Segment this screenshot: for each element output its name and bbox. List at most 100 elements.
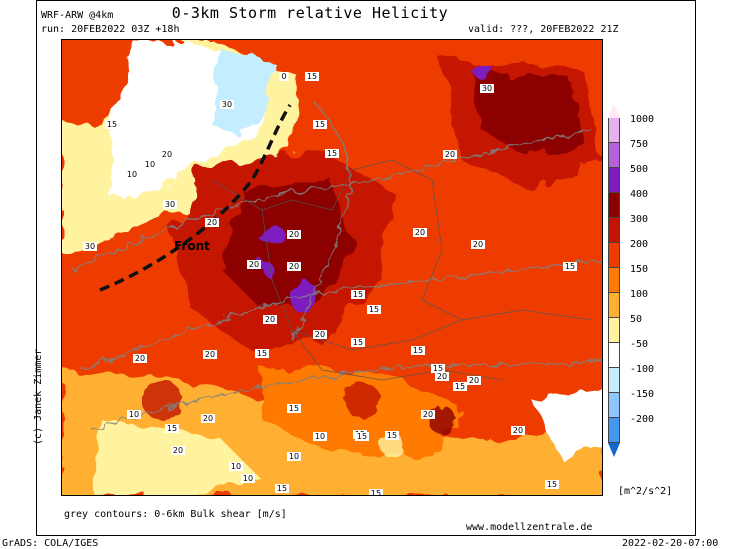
contour-label: 15: [353, 338, 363, 347]
contour-label: 15: [371, 489, 381, 496]
colorbar-segment: [608, 218, 620, 243]
colorbar-level-label: 500: [630, 164, 649, 175]
colorbar-segment: [608, 268, 620, 293]
colorbar-level-label: -150: [630, 389, 655, 400]
contour-label: 10: [243, 474, 253, 483]
contour-label: 15: [327, 149, 337, 158]
contour-label: 20: [162, 150, 172, 159]
colorbar-unit: [m^2/s^2]: [618, 486, 673, 497]
contour-label-box: [480, 84, 494, 93]
contour-label-box: [287, 262, 301, 271]
colorbar-level-label: -100: [630, 364, 655, 375]
contour-label: 20: [289, 230, 299, 239]
contour-label: 15: [455, 382, 465, 391]
contour-label-box: [421, 410, 435, 419]
border-2: [261, 209, 463, 351]
colorbar-segment: [608, 343, 620, 368]
shear-contour-2: [81, 259, 602, 371]
colorbar-segment: [608, 393, 620, 418]
contour-label-box: [275, 484, 289, 493]
contour-label-box: [435, 372, 449, 381]
contour-label: 15: [257, 349, 267, 358]
contour-note: grey contours: 0-6km Bulk shear [m/s]: [64, 509, 287, 520]
contour-label: 10: [145, 160, 155, 169]
contour-label: 15: [307, 72, 317, 81]
contour-label-box: [133, 354, 147, 363]
contour-label-box: [369, 489, 383, 495]
contour-label-box: [351, 290, 365, 299]
run-label: run: 20FEB2022 03Z +18h: [41, 24, 180, 35]
contour-label: 15: [167, 424, 177, 433]
colorbar-segment: [608, 368, 620, 393]
field-purple-a: [258, 226, 286, 244]
colorbar-level-label: -200: [630, 414, 655, 425]
contour-label: 0: [281, 72, 286, 81]
contour-label-box: [355, 432, 369, 441]
contour-label-box: [163, 200, 177, 209]
contour-label: 10: [129, 410, 139, 419]
contour-label-box: [127, 410, 141, 419]
contour-label: 15: [369, 305, 379, 314]
contour-label-box: [305, 72, 319, 81]
colorbar: [608, 104, 628, 457]
border-4: [291, 329, 503, 381]
contour-label-box: [411, 346, 425, 355]
colorbar-segment: [608, 168, 620, 193]
contour-label-box: [125, 170, 139, 179]
valid-label: valid: ???, 20FEB2022 21Z: [468, 24, 619, 35]
contour-label-box: [255, 349, 269, 358]
contour-label-box: [385, 431, 399, 440]
colorbar-level-label: -50: [630, 339, 649, 350]
contour-label: 20: [473, 240, 483, 249]
contour-label: 20: [415, 228, 425, 237]
border-3: [421, 179, 593, 321]
field-uk-orange: [62, 40, 132, 130]
contour-label-box: [313, 330, 327, 339]
contour-label: 20: [173, 446, 183, 455]
contour-label-box: [431, 364, 445, 373]
contour-label-box: [279, 72, 289, 81]
contour-label: 20: [135, 354, 145, 363]
colorbar-level-label: 750: [630, 139, 649, 150]
contour-label-box: [545, 480, 559, 489]
grads-label: GrADS: COLA/IGES: [2, 538, 99, 549]
contour-label-box: [220, 100, 234, 109]
contour-label-box: [471, 240, 485, 249]
contour-label-box: [287, 452, 301, 461]
front-line: [99, 104, 292, 292]
contour-label-box: [453, 382, 467, 391]
colorbar-bottom-arrow: [608, 443, 620, 457]
contour-label: 15: [565, 262, 575, 271]
colorbar-segments: [608, 118, 628, 443]
contour-label: 15: [357, 432, 367, 441]
contour-label-box: [171, 446, 185, 455]
field-speckle-a: [344, 382, 380, 418]
field-southwest-yellow: [92, 420, 262, 495]
contour-label: 15: [353, 290, 363, 299]
contour-label-box: [143, 160, 157, 169]
colorbar-segment: [608, 293, 620, 318]
contour-label-box: [165, 424, 179, 433]
field-purple-d: [472, 62, 492, 78]
contour-label-box: [105, 120, 119, 129]
colorbar-top-arrow: [608, 104, 620, 118]
contour-label: 15: [433, 364, 443, 373]
contour-label: 15: [413, 346, 423, 355]
helicity-map: Front 0 15 15 15 30 30 20 10 10 15 20 20 30 30 15 20 20 2…: [61, 39, 603, 496]
field-purple-b: [290, 277, 314, 313]
contour-label: 10: [315, 432, 325, 441]
contour-label-box: [351, 338, 365, 347]
colorbar-level-label: 100: [630, 289, 649, 300]
contour-label: 10: [289, 452, 299, 461]
contour-label-box: [287, 404, 301, 413]
contour-label-box: [229, 462, 243, 471]
website-label: www.modellzentrale.de: [466, 522, 593, 533]
contour-label: 20: [289, 262, 299, 271]
contour-label: 15: [277, 484, 287, 493]
contour-label: 10: [231, 462, 241, 471]
contour-label: 20: [315, 330, 325, 339]
shear-contour-1: [71, 129, 593, 271]
contour-label-box: [287, 230, 301, 239]
contour-label: 10: [127, 170, 137, 179]
contour-label-box: [313, 120, 327, 129]
